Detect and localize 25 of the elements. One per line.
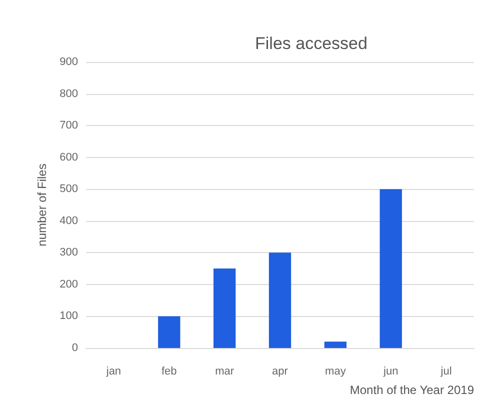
y-tick-label: 0	[72, 342, 78, 354]
y-tick-label: 200	[60, 278, 78, 290]
bar	[158, 316, 180, 348]
y-tick-label: 100	[60, 310, 78, 322]
x-tick-label: jun	[382, 366, 398, 378]
bar	[380, 189, 402, 348]
y-axis-title: number of Files	[35, 164, 49, 246]
y-tick-label: 800	[60, 88, 78, 100]
x-tick-label: jul	[440, 366, 452, 378]
x-tick-label: may	[325, 366, 346, 378]
y-tick-label: 300	[60, 246, 78, 259]
y-tick-label: 400	[60, 214, 78, 227]
y-tick-label: 900	[60, 56, 78, 68]
bar	[268, 252, 292, 348]
bar	[213, 268, 236, 348]
x-tick-label: feb	[161, 366, 177, 378]
x-tick-label: apr	[272, 366, 288, 378]
y-tick-label: 600	[60, 151, 78, 164]
bar	[324, 342, 347, 348]
x-axis-title: Month of the Year 2019	[350, 383, 474, 397]
y-tick-label: 500	[60, 183, 78, 196]
x-tick-label: mar	[215, 366, 234, 378]
y-tick-label: 700	[60, 120, 78, 132]
chart-title: Files accessed	[255, 34, 368, 53]
x-tick-label: jan	[105, 366, 122, 378]
